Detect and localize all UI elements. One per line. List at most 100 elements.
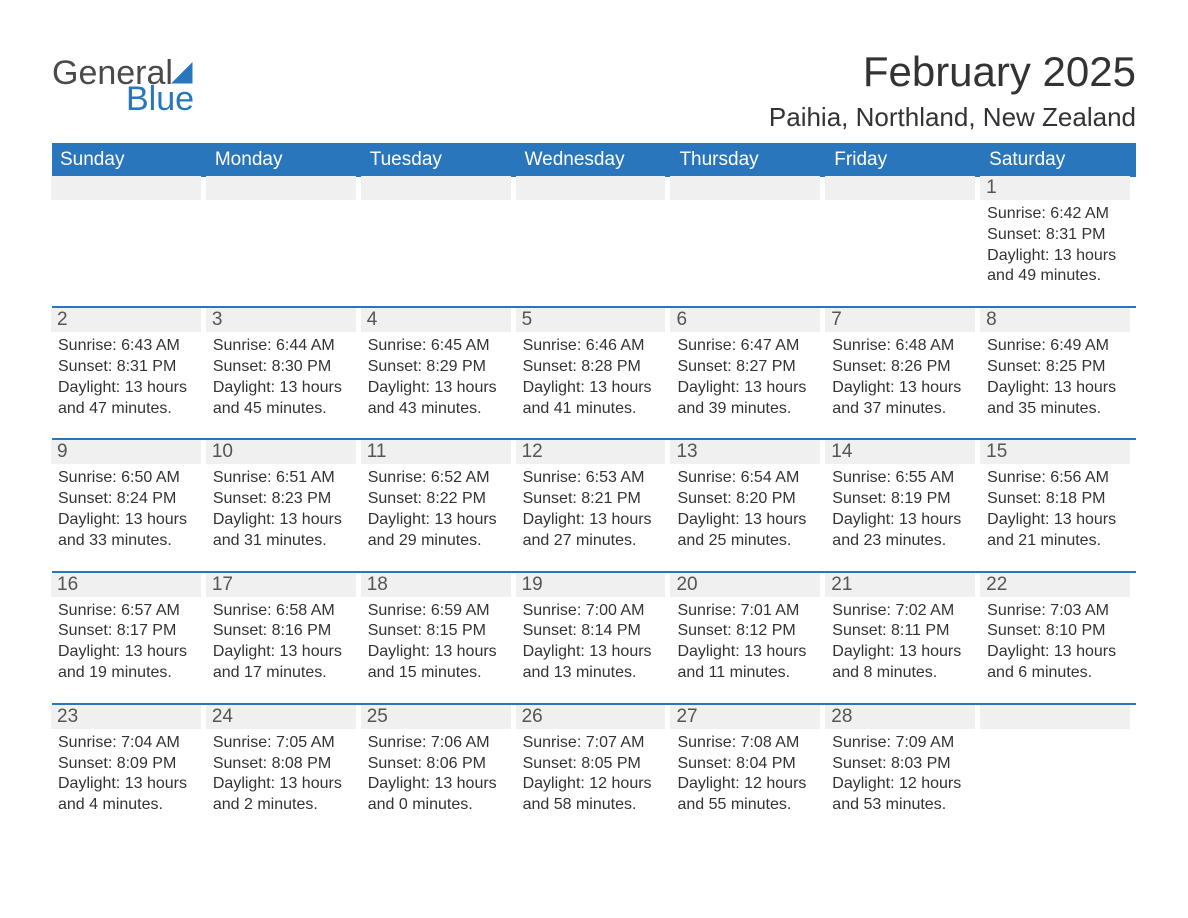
sunrise-text: Sunrise: 7:07 AM bbox=[523, 733, 662, 754]
day-body: Sunrise: 6:54 AMSunset: 8:20 PMDaylight:… bbox=[671, 464, 820, 551]
day-number: 18 bbox=[367, 574, 388, 596]
sunset-text: Sunset: 8:15 PM bbox=[368, 621, 507, 642]
day-number-row: 6 bbox=[670, 308, 820, 332]
day-body bbox=[207, 200, 356, 280]
daylight-text: Daylight: 13 hours and 33 minutes. bbox=[58, 510, 197, 552]
day-body: Sunrise: 6:48 AMSunset: 8:26 PMDaylight:… bbox=[826, 332, 975, 419]
day-number: 9 bbox=[57, 441, 68, 463]
daylight-text: Daylight: 13 hours and 13 minutes. bbox=[523, 642, 662, 684]
calendar-day-cell: 1Sunrise: 6:42 AMSunset: 8:31 PMDaylight… bbox=[981, 176, 1136, 307]
calendar-day-cell: 19Sunrise: 7:00 AMSunset: 8:14 PMDayligh… bbox=[517, 573, 672, 704]
logo-flag-icon: ◢ bbox=[171, 55, 193, 86]
sunset-text: Sunset: 8:30 PM bbox=[213, 357, 352, 378]
day-number: 7 bbox=[831, 309, 842, 331]
day-body: Sunrise: 6:58 AMSunset: 8:16 PMDaylight:… bbox=[207, 597, 356, 684]
day-body: Sunrise: 6:50 AMSunset: 8:24 PMDaylight:… bbox=[52, 464, 201, 551]
calendar-day-cell: 28Sunrise: 7:09 AMSunset: 8:03 PMDayligh… bbox=[826, 705, 981, 836]
calendar-day-cell: 24Sunrise: 7:05 AMSunset: 8:08 PMDayligh… bbox=[207, 705, 362, 836]
sunset-text: Sunset: 8:31 PM bbox=[987, 225, 1126, 246]
calendar-week-row: 2Sunrise: 6:43 AMSunset: 8:31 PMDaylight… bbox=[52, 306, 1136, 439]
day-number-row: 22 bbox=[980, 573, 1130, 597]
day-body: Sunrise: 6:44 AMSunset: 8:30 PMDaylight:… bbox=[207, 332, 356, 419]
sunset-text: Sunset: 8:19 PM bbox=[832, 489, 971, 510]
sunset-text: Sunset: 8:14 PM bbox=[523, 621, 662, 642]
sunrise-text: Sunrise: 7:05 AM bbox=[213, 733, 352, 754]
day-body: Sunrise: 6:56 AMSunset: 8:18 PMDaylight:… bbox=[981, 464, 1130, 551]
day-number-row bbox=[670, 176, 820, 200]
day-number: 25 bbox=[367, 706, 388, 728]
day-body: Sunrise: 6:52 AMSunset: 8:22 PMDaylight:… bbox=[362, 464, 511, 551]
day-body: Sunrise: 6:51 AMSunset: 8:23 PMDaylight:… bbox=[207, 464, 356, 551]
logo: General◢ Blue bbox=[52, 48, 194, 116]
day-body bbox=[517, 200, 666, 280]
weekday-header-cell: Wednesday bbox=[517, 143, 672, 177]
day-body bbox=[671, 200, 820, 280]
month-title: February 2025 bbox=[769, 48, 1136, 96]
day-number-row: 11 bbox=[361, 440, 511, 464]
day-number: 10 bbox=[212, 441, 233, 463]
daylight-text: Daylight: 13 hours and 35 minutes. bbox=[987, 378, 1126, 420]
logo-text-blue: Blue bbox=[126, 82, 194, 116]
sunset-text: Sunset: 8:24 PM bbox=[58, 489, 197, 510]
daylight-text: Daylight: 13 hours and 6 minutes. bbox=[987, 642, 1126, 684]
day-number: 20 bbox=[676, 574, 697, 596]
daylight-text: Daylight: 13 hours and 15 minutes. bbox=[368, 642, 507, 684]
day-body: Sunrise: 7:03 AMSunset: 8:10 PMDaylight:… bbox=[981, 597, 1130, 684]
day-body: Sunrise: 6:47 AMSunset: 8:27 PMDaylight:… bbox=[671, 332, 820, 419]
day-number-row: 1 bbox=[980, 176, 1130, 200]
daylight-text: Daylight: 13 hours and 47 minutes. bbox=[58, 378, 197, 420]
day-body: Sunrise: 6:55 AMSunset: 8:19 PMDaylight:… bbox=[826, 464, 975, 551]
day-body bbox=[981, 729, 1130, 809]
day-body: Sunrise: 6:42 AMSunset: 8:31 PMDaylight:… bbox=[981, 200, 1130, 287]
calendar-day-cell bbox=[826, 176, 981, 307]
sunrise-text: Sunrise: 7:08 AM bbox=[677, 733, 816, 754]
day-number: 8 bbox=[986, 309, 997, 331]
sunrise-text: Sunrise: 6:58 AM bbox=[213, 601, 352, 622]
day-number-row bbox=[825, 176, 975, 200]
sunrise-text: Sunrise: 7:04 AM bbox=[58, 733, 197, 754]
calendar-day-cell: 26Sunrise: 7:07 AMSunset: 8:05 PMDayligh… bbox=[517, 705, 672, 836]
location-subtitle: Paihia, Northland, New Zealand bbox=[769, 102, 1136, 133]
day-number: 28 bbox=[831, 706, 852, 728]
calendar-day-cell: 6Sunrise: 6:47 AMSunset: 8:27 PMDaylight… bbox=[671, 308, 826, 439]
day-number: 13 bbox=[676, 441, 697, 463]
day-number-row bbox=[980, 705, 1130, 729]
day-body bbox=[362, 200, 511, 280]
day-body: Sunrise: 6:49 AMSunset: 8:25 PMDaylight:… bbox=[981, 332, 1130, 419]
sunrise-text: Sunrise: 6:56 AM bbox=[987, 468, 1126, 489]
day-body bbox=[52, 200, 201, 280]
day-number-row bbox=[516, 176, 666, 200]
day-number-row bbox=[51, 176, 201, 200]
day-number: 16 bbox=[57, 574, 78, 596]
sunset-text: Sunset: 8:26 PM bbox=[832, 357, 971, 378]
calendar-day-cell bbox=[52, 176, 207, 307]
sunrise-text: Sunrise: 6:50 AM bbox=[58, 468, 197, 489]
daylight-text: Daylight: 13 hours and 29 minutes. bbox=[368, 510, 507, 552]
sunrise-text: Sunrise: 7:09 AM bbox=[832, 733, 971, 754]
title-block: February 2025 Paihia, Northland, New Zea… bbox=[769, 48, 1136, 133]
weekday-header-cell: Thursday bbox=[671, 143, 826, 177]
daylight-text: Daylight: 13 hours and 27 minutes. bbox=[523, 510, 662, 552]
sunrise-text: Sunrise: 7:03 AM bbox=[987, 601, 1126, 622]
weekday-header-cell: Tuesday bbox=[362, 143, 517, 177]
daylight-text: Daylight: 13 hours and 31 minutes. bbox=[213, 510, 352, 552]
calendar-day-cell: 14Sunrise: 6:55 AMSunset: 8:19 PMDayligh… bbox=[826, 440, 981, 571]
day-number: 14 bbox=[831, 441, 852, 463]
sunset-text: Sunset: 8:31 PM bbox=[58, 357, 197, 378]
daylight-text: Daylight: 13 hours and 4 minutes. bbox=[58, 774, 197, 816]
sunset-text: Sunset: 8:16 PM bbox=[213, 621, 352, 642]
day-body: Sunrise: 7:01 AMSunset: 8:12 PMDaylight:… bbox=[671, 597, 820, 684]
daylight-text: Daylight: 13 hours and 17 minutes. bbox=[213, 642, 352, 684]
day-number: 23 bbox=[57, 706, 78, 728]
day-number-row: 16 bbox=[51, 573, 201, 597]
day-number: 17 bbox=[212, 574, 233, 596]
calendar-day-cell: 21Sunrise: 7:02 AMSunset: 8:11 PMDayligh… bbox=[826, 573, 981, 704]
day-number: 26 bbox=[522, 706, 543, 728]
day-number-row: 10 bbox=[206, 440, 356, 464]
sunset-text: Sunset: 8:21 PM bbox=[523, 489, 662, 510]
sunrise-text: Sunrise: 6:49 AM bbox=[987, 336, 1126, 357]
sunrise-text: Sunrise: 6:45 AM bbox=[368, 336, 507, 357]
daylight-text: Daylight: 13 hours and 39 minutes. bbox=[677, 378, 816, 420]
calendar-day-cell bbox=[981, 705, 1136, 836]
calendar-day-cell: 25Sunrise: 7:06 AMSunset: 8:06 PMDayligh… bbox=[362, 705, 517, 836]
